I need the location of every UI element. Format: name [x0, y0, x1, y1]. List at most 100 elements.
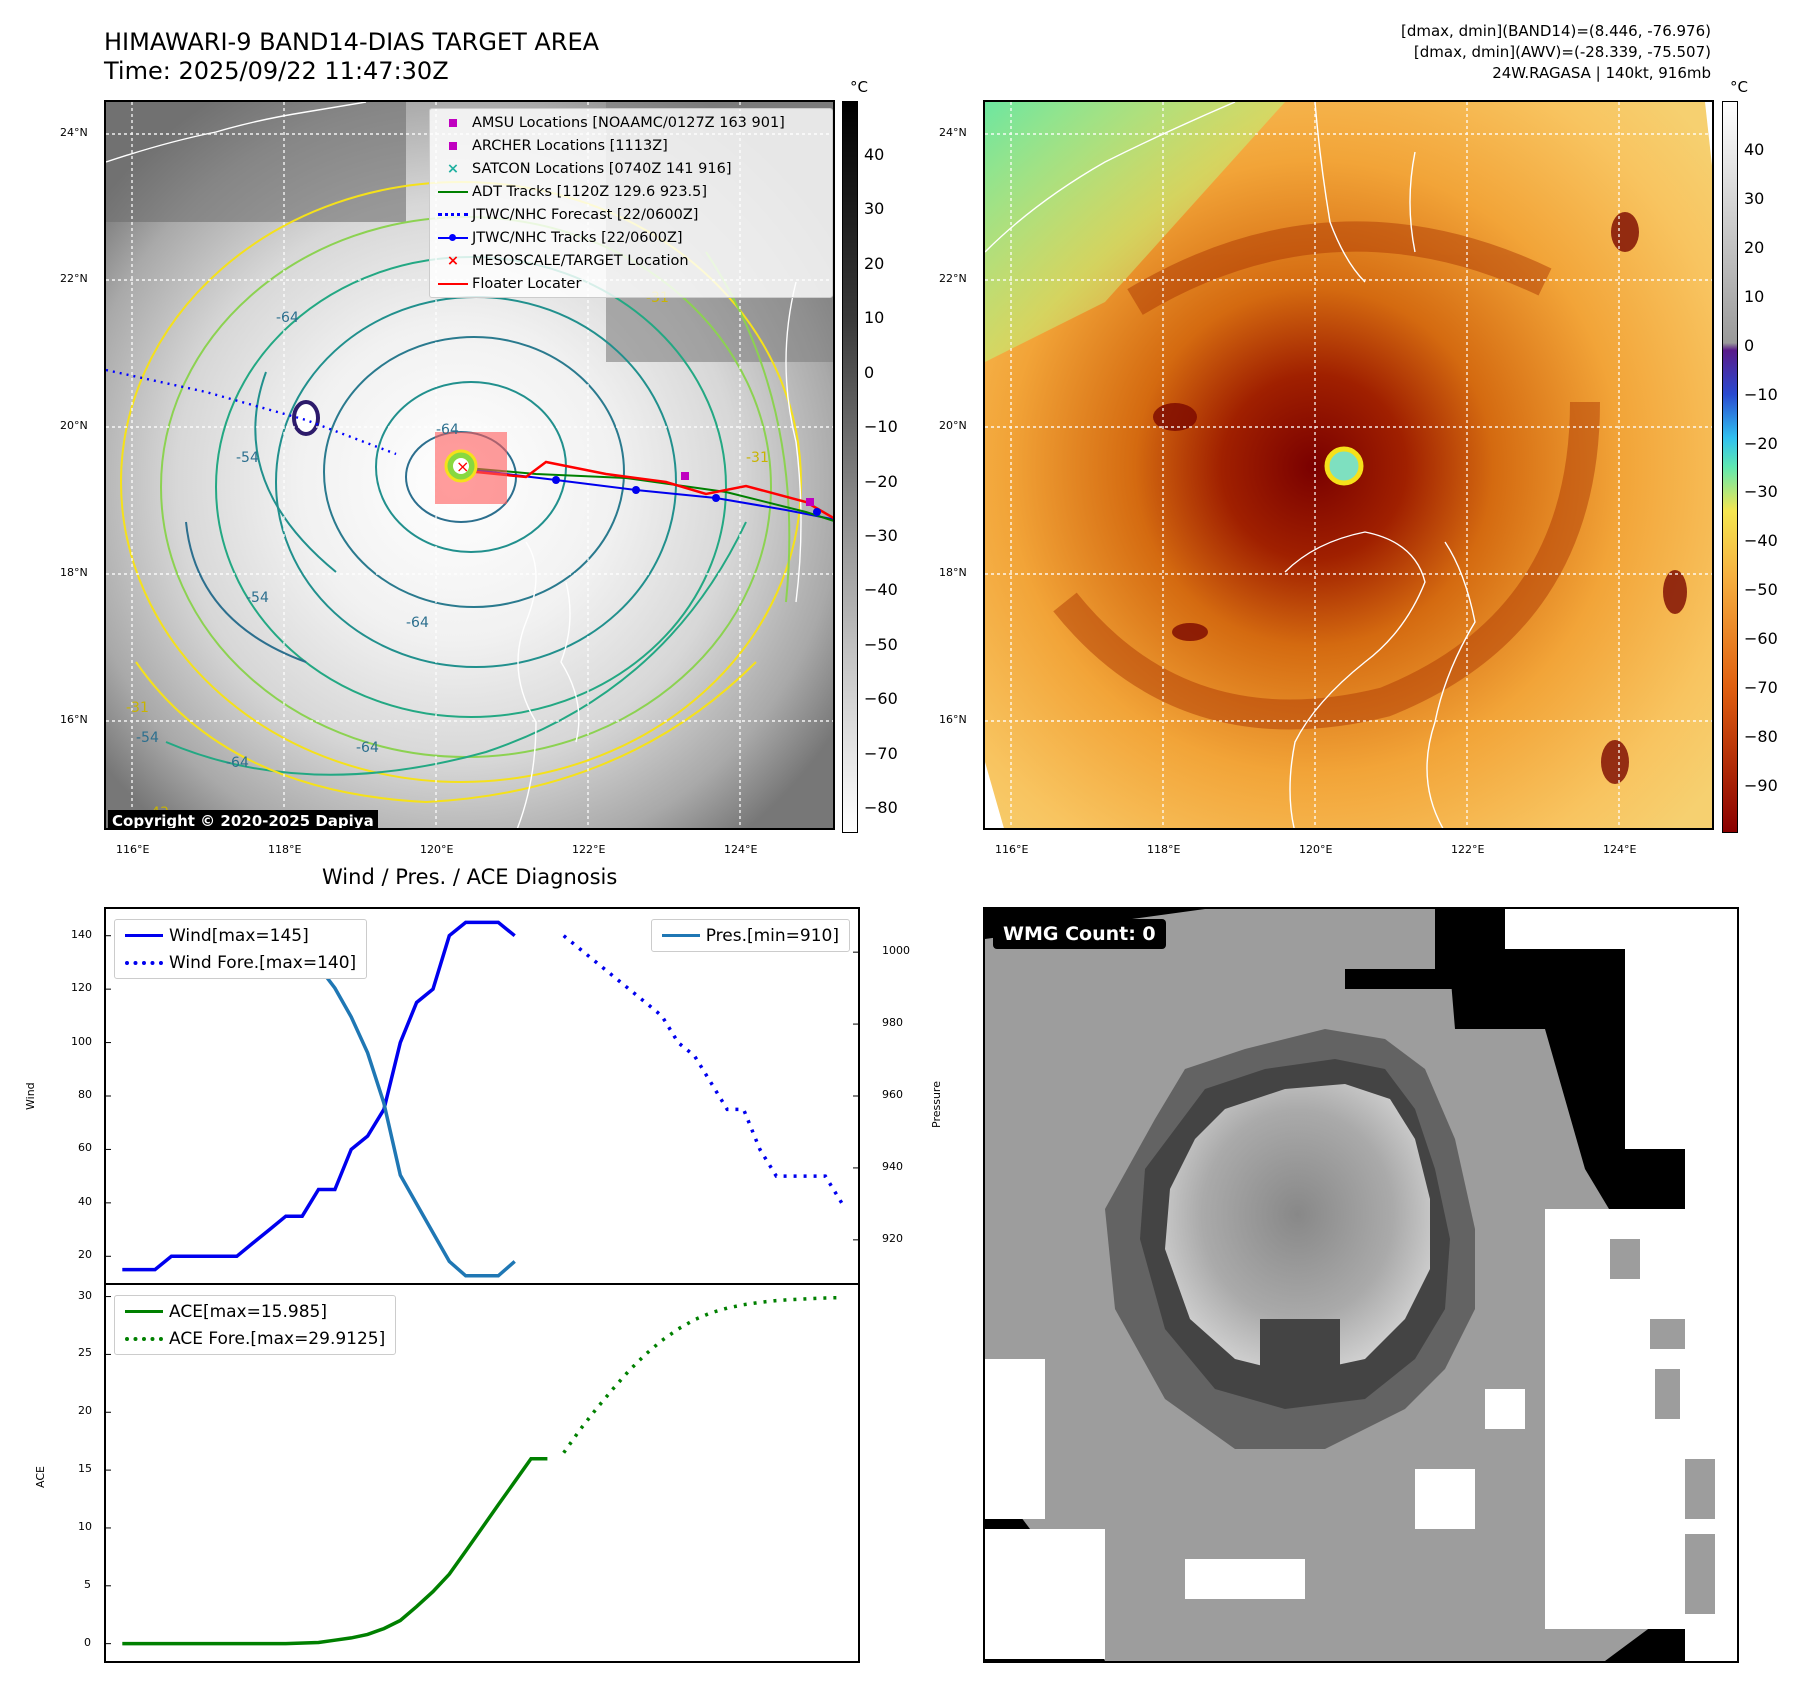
square-icon [434, 136, 472, 156]
map-legend: AMSU Locations [NOAAMC/0127Z 163 901] AR… [429, 108, 833, 298]
colorbar-tick: −10 [1744, 384, 1778, 404]
line-dot-icon [434, 228, 472, 248]
colorbar-tick: −60 [864, 689, 898, 709]
colorbar-tick: −30 [864, 525, 898, 545]
lat-tick: 24°N [939, 126, 967, 139]
line-icon [119, 934, 169, 937]
gray-colorbar [842, 101, 858, 833]
colorbar-tick: −50 [864, 634, 898, 654]
colorbar-tick: −40 [864, 580, 898, 600]
lon-tick: 118°E [1147, 843, 1181, 856]
contour-label: -31 [126, 700, 149, 716]
awv-colorbar [1722, 101, 1738, 833]
lon-tick: 116°E [116, 843, 150, 856]
colorbar-tick: 0 [864, 362, 875, 382]
lat-tick: 20°N [939, 419, 967, 432]
axis-tick-label: 140 [71, 927, 92, 941]
ace-plot: ACE[max=15.985] ACE Fore.[max=29.9125] [104, 1283, 860, 1663]
wind-axis-label: Wind [24, 1082, 37, 1110]
legend-item: × MESOSCALE/TARGET Location [434, 249, 828, 272]
info-band14: [dmax, dmin](BAND14)=(8.446, -76.976) [1400, 22, 1711, 40]
lat-tick: 22°N [939, 272, 967, 285]
x-marker-icon: × [446, 252, 460, 269]
line-icon [434, 182, 472, 202]
contour-label: -64 [406, 615, 429, 631]
axis-tick-label: 10 [78, 1519, 92, 1533]
legend-label: Floater Locater [472, 275, 582, 292]
colorbar-tick: −30 [1744, 482, 1778, 502]
legend-label: JTWC/NHC Forecast [22/0600Z] [472, 206, 699, 223]
legend-item: Wind[max=145] [119, 922, 362, 949]
legend-label: ADT Tracks [1120Z 129.6 923.5] [472, 183, 708, 200]
axis-tick-label: 980 [882, 1016, 903, 1030]
legend-label: MESOSCALE/TARGET Location [472, 252, 689, 269]
legend-label: SATCON Locations [0740Z 141 916] [472, 160, 732, 177]
legend-label: Pres.[min=910] [705, 925, 839, 946]
colorbar-unit: °C [850, 78, 868, 96]
series-line [562, 934, 844, 1204]
series-line [562, 1295, 842, 1454]
diagnosis-title: Wind / Pres. / ACE Diagnosis [322, 865, 618, 889]
colorbar-tick: −20 [864, 471, 898, 491]
chart-title: HIMAWARI-9 BAND14-DIAS TARGET AREA [104, 28, 600, 56]
colorbar-tick: 30 [864, 199, 885, 219]
dotted-line-icon [434, 205, 472, 225]
lat-tick: 16°N [60, 713, 88, 726]
lat-tick: 20°N [60, 419, 88, 432]
lon-tick: 124°E [1603, 843, 1637, 856]
colorbar-tick: 20 [864, 253, 885, 273]
square-icon [434, 113, 472, 133]
colorbar-tick: 0 [1744, 335, 1755, 355]
axis-tick-label: 60 [78, 1141, 92, 1155]
lon-tick: 120°E [420, 843, 454, 856]
contour-label: -54 [236, 450, 259, 466]
pressure-axis-label: Pressure [930, 1081, 943, 1128]
legend-label: ACE[max=15.985] [169, 1301, 327, 1322]
colorbar-tick: −90 [1744, 776, 1778, 795]
legend-item: Wind Fore.[max=140] [119, 949, 362, 976]
legend-label: AMSU Locations [NOAAMC/0127Z 163 901] [472, 114, 785, 131]
lon-tick: 116°E [995, 843, 1029, 856]
x-marker-icon: × [446, 160, 460, 177]
ace-axis-label: ACE [34, 1466, 47, 1488]
info-awv: [dmax, dmin](AWV)=(-28.339, -75.507) [1413, 43, 1711, 61]
legend-item: Floater Locater [434, 272, 828, 295]
colorbar-tick: 10 [1744, 286, 1765, 306]
contour-label: -64 [276, 310, 299, 326]
lon-tick: 120°E [1299, 843, 1333, 856]
awv-map-panel [983, 100, 1714, 830]
colorbar-tick: −50 [1744, 580, 1778, 600]
colorbar-tick: −10 [864, 417, 898, 437]
legend-label: ACE Fore.[max=29.9125] [169, 1328, 386, 1349]
wmg-image [985, 909, 1737, 1661]
legend-item: Pres.[min=910] [656, 922, 845, 949]
axis-tick-label: 940 [882, 1159, 903, 1173]
axis-tick-label: 920 [882, 1231, 903, 1245]
series-line [122, 920, 516, 1272]
contour-label: -64 [226, 755, 249, 771]
info-storm: 24W.RAGASA | 140kt, 916mb [1492, 64, 1711, 82]
svg-text:×: × [456, 457, 469, 476]
lat-tick: 18°N [939, 566, 967, 579]
axis-tick-label: 20 [78, 1404, 92, 1418]
colorbar-tick: −70 [1744, 678, 1778, 698]
legend-label: ARCHER Locations [1113Z] [472, 137, 668, 154]
legend-item: ARCHER Locations [1113Z] [434, 134, 828, 157]
colorbar-tick: −60 [1744, 629, 1778, 649]
contour-label: -64 [356, 740, 379, 756]
colorbar-tick: −80 [864, 798, 898, 817]
legend-item: × SATCON Locations [0740Z 141 916] [434, 157, 828, 180]
lat-tick: 16°N [939, 713, 967, 726]
ace-svg [106, 1295, 842, 1646]
legend-label: JTWC/NHC Tracks [22/0600Z] [472, 229, 683, 246]
wind-legend: Wind[max=145] Wind Fore.[max=140] [114, 919, 368, 979]
colorbar-tick: 40 [1744, 140, 1765, 159]
lat-tick: 18°N [60, 566, 88, 579]
colorbar-tick: −40 [1744, 531, 1778, 551]
awv-map-image [985, 102, 1712, 828]
colorbar-tick: 20 [1744, 237, 1765, 257]
colorbar-tick: 10 [864, 308, 885, 328]
axis-tick-label: 0 [84, 1635, 91, 1649]
axis-tick-label: 20 [78, 1248, 92, 1262]
ir-map-panel: × -64 -54 -64 -54 -64 -64 -54 -64 -31 -3… [104, 100, 835, 830]
